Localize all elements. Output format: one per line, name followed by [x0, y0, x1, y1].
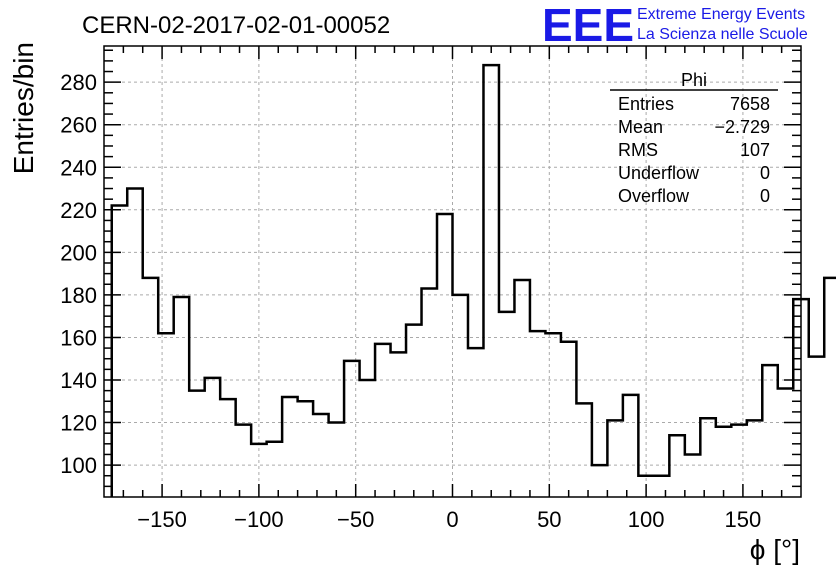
y-tick-label: 260: [60, 113, 97, 138]
eee-logo-line2: La Scienza nelle Scuole: [637, 26, 808, 43]
y-tick-label: 160: [60, 325, 97, 350]
y-tick-label: 280: [60, 70, 97, 95]
x-tick-label: 0: [446, 507, 458, 532]
stats-row-value: 7658: [730, 94, 770, 114]
x-tick-label: 50: [537, 507, 561, 532]
y-tick-label: 240: [60, 155, 97, 180]
histogram-step-line: [110, 63, 836, 497]
stats-row-label: Mean: [618, 117, 663, 137]
x-axis-label: ϕ [°]: [750, 534, 800, 565]
x-tick-label: 100: [628, 507, 665, 532]
x-tick-label: 150: [725, 507, 762, 532]
y-tick-label: 140: [60, 368, 97, 393]
y-tick-label: 180: [60, 283, 97, 308]
x-tick-label: −150: [137, 507, 187, 532]
stats-row-label: RMS: [618, 140, 658, 160]
stats-row-value: 0: [760, 163, 770, 183]
y-tick-label: 100: [60, 453, 97, 478]
y-axis-label: Entries/bin: [8, 42, 39, 174]
eee-logo-line1: Extreme Energy Events: [637, 6, 805, 23]
stats-row-value: −2.729: [714, 117, 770, 137]
y-tick-label: 220: [60, 198, 97, 223]
chart-title: CERN-02-2017-02-01-00052: [82, 12, 390, 39]
stats-row-value: 107: [740, 140, 770, 160]
stats-row-label: Overflow: [618, 186, 690, 206]
axis-ticks: −150 −100 −50 0 50 100 150 100 120 140 160 180 200 22…: [60, 46, 801, 532]
y-tick-label: 200: [60, 240, 97, 265]
stats-title: Phi: [681, 70, 707, 90]
x-tick-label: −50: [337, 507, 374, 532]
stats-row-label: Underflow: [618, 163, 700, 183]
y-tick-label: 120: [60, 411, 97, 436]
eee-logo-mark: EEE: [542, 0, 634, 51]
x-tick-label: −100: [234, 507, 284, 532]
stats-row-value: 0: [760, 186, 770, 206]
stats-box: Phi Entries 7658 Mean −2.729 RMS 107 Underflow…: [610, 70, 778, 206]
stats-row-label: Entries: [618, 94, 674, 114]
